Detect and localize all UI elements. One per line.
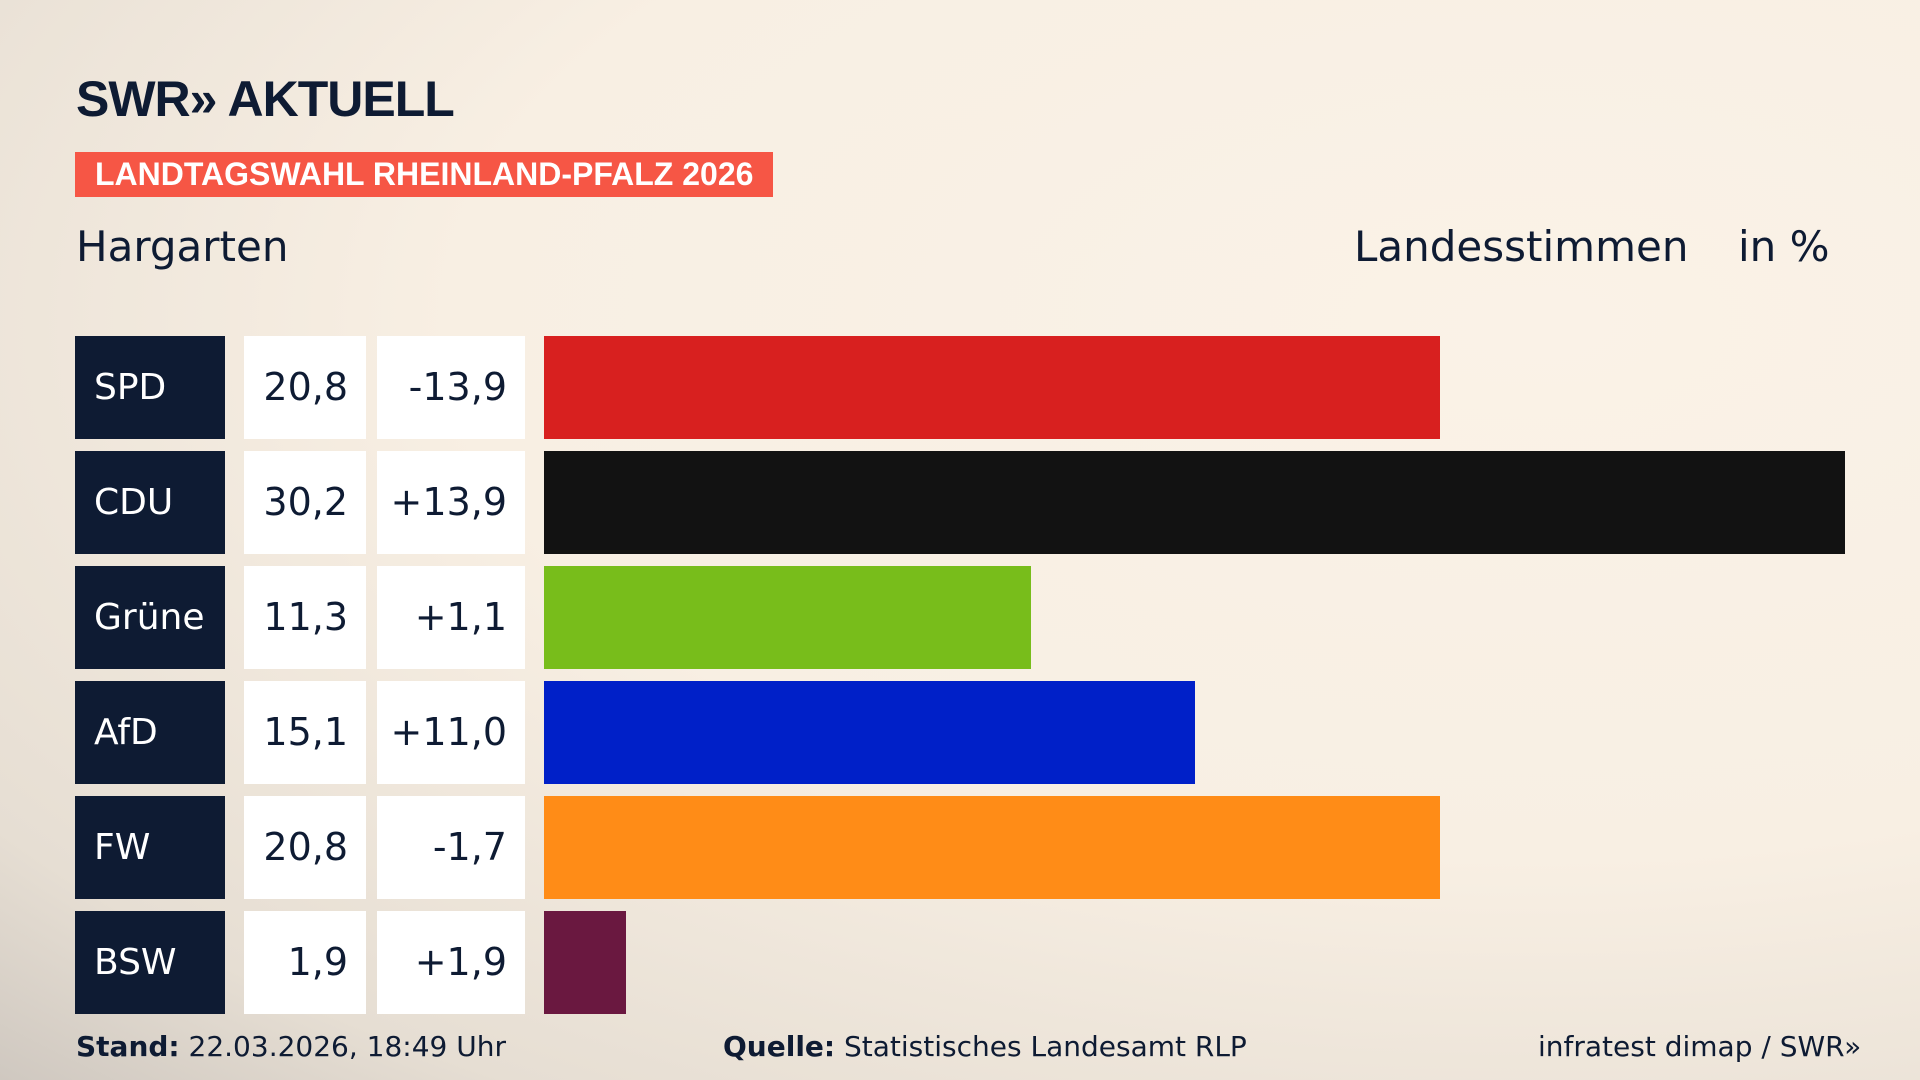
bar-afd	[544, 681, 1195, 784]
election-banner: LANDTAGSWAHL RHEINLAND-PFALZ 2026	[75, 152, 774, 197]
bar-spd	[544, 336, 1441, 439]
stand-label: Stand:	[76, 1030, 180, 1063]
vote-change: -1,7	[377, 796, 525, 899]
bar-grüne	[544, 566, 1031, 669]
location-title: Hargarten	[76, 222, 289, 271]
source-label: Quelle:	[723, 1030, 836, 1063]
vote-change: +1,9	[377, 911, 525, 1014]
bar-cdu	[544, 451, 1845, 554]
vote-share: 30,2	[244, 451, 366, 554]
vote-share: 11,3	[244, 566, 366, 669]
vote-change: -13,9	[377, 336, 525, 439]
measure-label: Landesstimmen	[1354, 222, 1689, 271]
result-row: CDU 30,2 +13,9	[0, 451, 1920, 554]
vote-change: +11,0	[377, 681, 525, 784]
result-row: Grüne 11,3 +1,1	[0, 566, 1920, 669]
party-label: AfD	[75, 681, 225, 784]
stand-value: 22.03.2026, 18:49 Uhr	[188, 1030, 506, 1063]
bar-fw	[544, 796, 1441, 899]
bar-bsw	[544, 911, 626, 1014]
vote-share: 20,8	[244, 796, 366, 899]
party-label: SPD	[75, 336, 225, 439]
source-value: Statistisches Landesamt RLP	[844, 1030, 1247, 1063]
credit: infratest dimap / SWR»	[1538, 1030, 1862, 1063]
party-label: FW	[75, 796, 225, 899]
party-label: Grüne	[75, 566, 225, 669]
vote-change: +1,1	[377, 566, 525, 669]
vote-share: 15,1	[244, 681, 366, 784]
vote-share: 1,9	[244, 911, 366, 1014]
party-label: CDU	[75, 451, 225, 554]
vote-change: +13,9	[377, 451, 525, 554]
result-row: SPD 20,8 -13,9	[0, 336, 1920, 439]
party-label: BSW	[75, 911, 225, 1014]
result-row: FW 20,8 -1,7	[0, 796, 1920, 899]
unit-label: in %	[1738, 222, 1830, 271]
source: Quelle: Statistisches Landesamt RLP	[723, 1030, 1247, 1063]
swr-aktuell-logo: SWR» AKTUELL	[76, 71, 455, 127]
result-row: BSW 1,9 +1,9	[0, 911, 1920, 1014]
result-row: AfD 15,1 +11,0	[0, 681, 1920, 784]
vote-share: 20,8	[244, 336, 366, 439]
timestamp: Stand: 22.03.2026, 18:49 Uhr	[76, 1030, 506, 1063]
